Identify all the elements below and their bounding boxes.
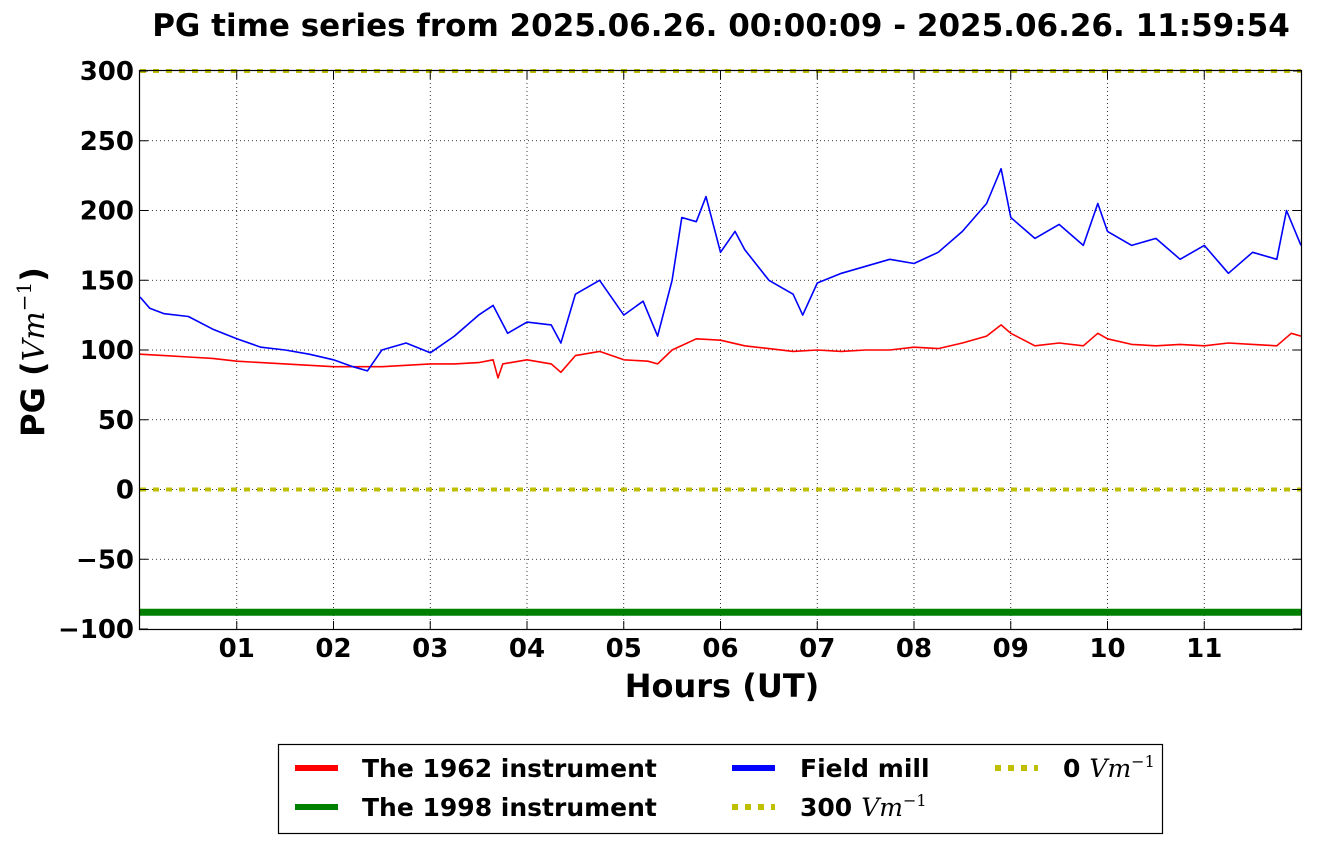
x-tick-label: 11 [1186,634,1222,664]
x-tick-label: 06 [702,634,738,664]
y-tick-label: 50 [98,406,134,436]
x-tick-label: 10 [1089,634,1125,664]
y-tick-label: −100 [58,615,134,645]
legend-label-0-number: 0 [1063,754,1080,783]
series-line-field-mill [139,167,1302,372]
x-tick-label: 03 [412,634,448,664]
y-axis-label: PG (Vm−1) [12,267,52,437]
y-axis-label-unit: Vm [17,311,52,361]
legend-entry-field-mill: Field mill [732,754,930,783]
y-axis-label-exponent: −1 [12,282,36,311]
grid [140,71,1301,629]
legend: The 1962 instrument The 1998 instrument … [277,743,1164,835]
x-tick-label: 01 [219,634,255,664]
legend-label-300-unit: Vm [861,793,903,822]
chart-title: PG time series from 2025.06.26. 00:00:09… [152,8,1290,44]
legend-label-1962: The 1962 instrument [362,754,657,783]
x-tick-label: 07 [799,634,835,664]
legend-label-0-unit: Vm [1089,754,1131,783]
legend-label-1998: The 1998 instrument [362,793,657,822]
legend-entry-0: 0 Vm−1 [995,752,1155,783]
y-tick-label: 250 [80,127,134,157]
plot-frame [138,69,1303,631]
legend-box [277,743,1164,835]
legend-label-300-exponent: −1 [903,791,927,810]
legend-label-300-number: 300 [800,793,852,822]
y-tick-label: 100 [80,336,134,366]
y-axis-label-prefix: PG ( [14,361,52,436]
x-tick-label: 02 [315,634,351,664]
x-tick-label: 05 [606,634,642,664]
legend-label-0: 0 Vm−1 [1063,752,1155,783]
legend-label-300: 300 Vm−1 [800,791,927,822]
legend-label-field-mill: Field mill [800,754,930,783]
legend-entry-1998: The 1998 instrument [295,793,657,822]
legend-entry-1962: The 1962 instrument [295,754,657,783]
legend-entry-300: 300 Vm−1 [732,791,927,822]
y-tick-label: −50 [76,545,134,575]
legend-label-0-exponent: −1 [1131,752,1155,771]
series-line-1962-instrument [139,324,1302,379]
y-tick-label: 200 [80,197,134,227]
x-tick-label: 04 [509,634,545,664]
x-tick-label: 08 [896,634,932,664]
y-tick-label: 150 [80,266,134,296]
y-tick-label: 0 [116,476,134,506]
axis-ticks: 01 02 03 04 05 06 07 08 09 10 11 −100 −50 0 50 100 150 20… [58,57,1301,664]
x-axis-label: Hours (UT) [625,667,820,705]
y-axis-label-suffix: ) [14,267,52,282]
x-tick-label: 09 [993,634,1029,664]
y-tick-label: 300 [80,57,134,87]
